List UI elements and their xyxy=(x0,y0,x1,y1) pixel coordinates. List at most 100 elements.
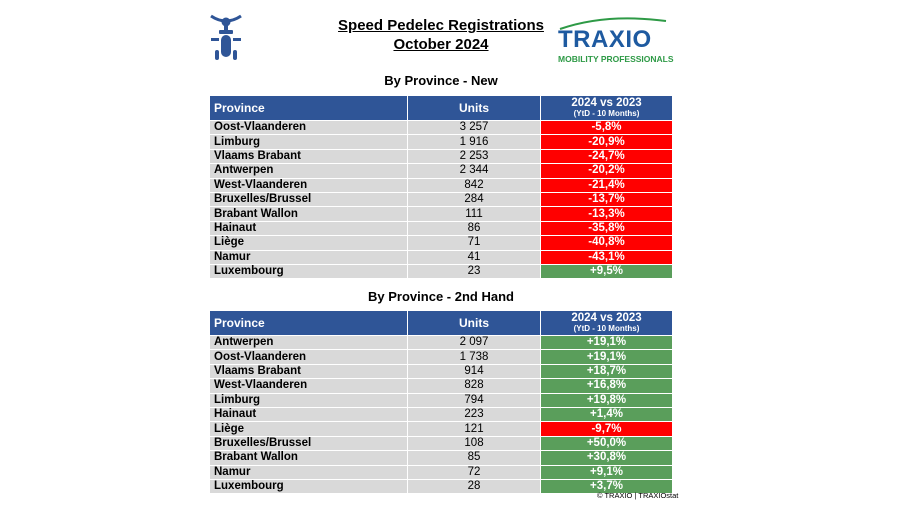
province-cell: Oost-Vlaanderen xyxy=(209,349,408,365)
change-cell: -21,4% xyxy=(540,177,673,193)
units-cell: 828 xyxy=(407,378,541,394)
units-cell: 1 738 xyxy=(407,349,541,365)
change-cell: +30,8% xyxy=(540,450,673,466)
province-cell: Vlaams Brabant xyxy=(209,363,408,380)
table-row: Namur 72 +9,1% xyxy=(209,464,673,480)
units-cell: 85 xyxy=(407,450,541,466)
section-title-used: By Province - 2nd Hand xyxy=(368,289,514,304)
table-row: Bruxelles/Brussel 108 +50,0% xyxy=(209,435,673,452)
province-cell: Namur xyxy=(209,249,408,265)
traxio-logo: TRAXIO MOBILITY PROFESSIONALS xyxy=(556,15,676,67)
table-row: Antwerpen 2 344 -20,2% xyxy=(209,163,673,179)
units-cell: 111 xyxy=(407,206,541,222)
change-cell: -5,8% xyxy=(540,119,673,136)
province-cell: Hainaut xyxy=(209,220,408,237)
units-cell: 108 xyxy=(407,435,541,452)
province-cell: West-Vlaanderen xyxy=(209,177,408,193)
province-cell: West-Vlaanderen xyxy=(209,378,408,394)
table-row: Limburg 794 +19,8% xyxy=(209,392,673,408)
units-cell: 794 xyxy=(407,392,541,408)
change-cell: +19,1% xyxy=(540,349,673,365)
change-cell: +19,8% xyxy=(540,392,673,408)
change-cell: +16,8% xyxy=(540,378,673,394)
province-cell: Namur xyxy=(209,464,408,480)
change-cell: +50,0% xyxy=(540,435,673,452)
yoy-sublabel: (YtD - 10 Months) xyxy=(573,324,640,333)
units-cell: 2 253 xyxy=(407,148,541,165)
table-row: Limburg 1 916 -20,9% xyxy=(209,134,673,150)
speed-pedelec-rider-icon xyxy=(205,12,247,62)
table-row: Hainaut 86 -35,8% xyxy=(209,220,673,237)
change-cell: +18,7% xyxy=(540,363,673,380)
province-cell: Bruxelles/Brussel xyxy=(209,191,408,208)
table-row: West-Vlaanderen 828 +16,8% xyxy=(209,378,673,394)
change-cell: -35,8% xyxy=(540,220,673,237)
units-cell: 121 xyxy=(407,421,541,437)
units-cell: 2 344 xyxy=(407,163,541,179)
table-row: Liège 71 -40,8% xyxy=(209,235,673,251)
table-row: Bruxelles/Brussel 284 -13,7% xyxy=(209,191,673,208)
table-row: Oost-Vlaanderen 1 738 +19,1% xyxy=(209,349,673,365)
units-cell: 842 xyxy=(407,177,541,193)
yoy-sublabel: (YtD - 10 Months) xyxy=(573,109,640,118)
yoy-label: 2024 vs 2023 xyxy=(571,97,642,109)
column-header-units: Units xyxy=(407,310,541,336)
change-cell: -13,7% xyxy=(540,191,673,208)
units-cell: 3 257 xyxy=(407,119,541,136)
brand-name: TRAXIO xyxy=(558,26,652,53)
change-cell: +9,5% xyxy=(540,263,673,280)
change-cell: -9,7% xyxy=(540,421,673,437)
province-cell: Hainaut xyxy=(209,406,408,423)
table-row: Hainaut 223 +1,4% xyxy=(209,406,673,423)
province-cell: Oost-Vlaanderen xyxy=(209,119,408,136)
column-header-province: Province xyxy=(209,95,408,121)
table-row: West-Vlaanderen 842 -21,4% xyxy=(209,177,673,193)
table-row: Vlaams Brabant 2 253 -24,7% xyxy=(209,148,673,165)
province-cell: Luxembourg xyxy=(209,478,408,495)
change-cell: -40,8% xyxy=(540,235,673,251)
change-cell: -13,3% xyxy=(540,206,673,222)
table-new: Province Units 2024 vs 2023 (YtD - 10 Mo… xyxy=(209,95,673,280)
units-cell: 86 xyxy=(407,220,541,237)
units-cell: 2 097 xyxy=(407,334,541,351)
change-cell: +9,1% xyxy=(540,464,673,480)
table-header-row: Province Units 2024 vs 2023 (YtD - 10 Mo… xyxy=(209,95,673,121)
province-cell: Liège xyxy=(209,421,408,437)
change-cell: +19,1% xyxy=(540,334,673,351)
column-header-province: Province xyxy=(209,310,408,336)
page-subtitle: October 2024 xyxy=(393,36,489,53)
units-cell: 28 xyxy=(407,478,541,495)
yoy-label: 2024 vs 2023 xyxy=(571,312,642,324)
table-row: Namur 41 -43,1% xyxy=(209,249,673,265)
brand-tagline: MOBILITY PROFESSIONALS xyxy=(558,54,674,64)
province-cell: Bruxelles/Brussel xyxy=(209,435,408,452)
province-cell: Antwerpen xyxy=(209,334,408,351)
table-used: Province Units 2024 vs 2023 (YtD - 10 Mo… xyxy=(209,310,673,495)
province-cell: Limburg xyxy=(209,392,408,408)
province-cell: Liège xyxy=(209,235,408,251)
column-header-yoy: 2024 vs 2023 (YtD - 10 Months) xyxy=(540,310,673,336)
province-cell: Limburg xyxy=(209,134,408,150)
units-cell: 223 xyxy=(407,406,541,423)
units-cell: 41 xyxy=(407,249,541,265)
table-header-row: Province Units 2024 vs 2023 (YtD - 10 Mo… xyxy=(209,310,673,336)
column-header-yoy: 2024 vs 2023 (YtD - 10 Months) xyxy=(540,95,673,121)
province-cell: Antwerpen xyxy=(209,163,408,179)
change-cell: -24,7% xyxy=(540,148,673,165)
change-cell: +3,7% xyxy=(540,478,673,495)
change-cell: -20,2% xyxy=(540,163,673,179)
units-cell: 72 xyxy=(407,464,541,480)
change-cell: +1,4% xyxy=(540,406,673,423)
units-cell: 71 xyxy=(407,235,541,251)
column-header-units: Units xyxy=(407,95,541,121)
table-row: Liège 121 -9,7% xyxy=(209,421,673,437)
change-cell: -43,1% xyxy=(540,249,673,265)
units-cell: 1 916 xyxy=(407,134,541,150)
table-row: Brabant Wallon 85 +30,8% xyxy=(209,450,673,466)
province-cell: Brabant Wallon xyxy=(209,206,408,222)
units-cell: 284 xyxy=(407,191,541,208)
units-cell: 914 xyxy=(407,363,541,380)
section-title-new: By Province - New xyxy=(384,73,498,88)
province-cell: Luxembourg xyxy=(209,263,408,280)
change-cell: -20,9% xyxy=(540,134,673,150)
